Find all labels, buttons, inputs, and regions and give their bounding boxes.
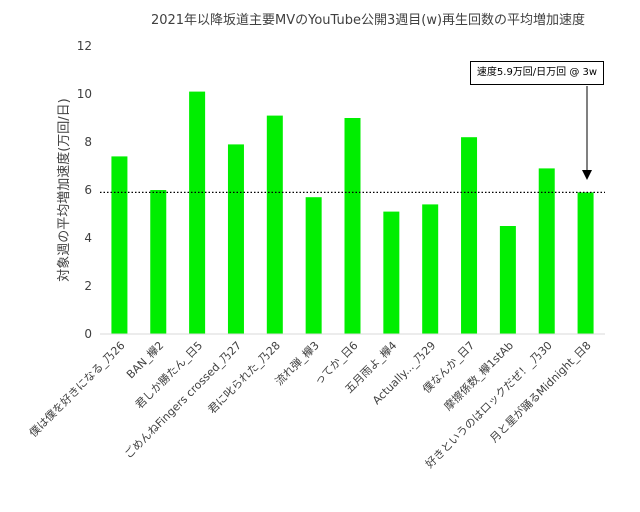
- y-tick-label: 12: [77, 39, 92, 53]
- y-axis-label: 対象週の平均増加速度(万回/日): [56, 98, 72, 282]
- bar: [305, 197, 322, 334]
- bar: [577, 192, 594, 334]
- bar: [538, 168, 555, 334]
- chart-title: 2021年以降坂道主要MVのYouTube公開3週目(w)再生回数の平均増加速度: [151, 12, 585, 28]
- bar: [111, 156, 128, 334]
- bar: [461, 137, 478, 334]
- bar: [150, 190, 167, 334]
- bar: [344, 118, 361, 334]
- annotation-arrowhead: [582, 170, 592, 180]
- bar: [383, 211, 400, 334]
- category-label: 君しか勝たん_日5: [132, 338, 205, 411]
- y-tick-label: 4: [84, 231, 92, 245]
- y-tick-labels: 0 2 4 6 8 10 12: [77, 39, 92, 341]
- y-tick-label: 8: [84, 135, 92, 149]
- category-label: 僕は僕を好きになる_乃26: [26, 338, 127, 439]
- bars: [111, 91, 594, 334]
- bar: [499, 226, 516, 334]
- bar: [422, 204, 439, 334]
- category-label: 君に叱られた_乃28: [206, 339, 283, 416]
- bar: [227, 144, 244, 334]
- y-tick-label: 2: [84, 279, 92, 293]
- bar: [266, 115, 283, 334]
- annotation-callout: 速度5.9万回/日万回 @ 3w: [470, 61, 604, 85]
- y-tick-label: 6: [84, 183, 92, 197]
- y-tick-label: 0: [84, 327, 92, 341]
- y-tick-label: 10: [77, 87, 92, 101]
- category-labels: 僕は僕を好きになる_乃26BAN_欅2君しか勝たん_日5ごめんねFingers …: [26, 338, 594, 471]
- category-label: 摩擦係数_欅1stAb: [441, 338, 516, 413]
- bar: [189, 91, 206, 334]
